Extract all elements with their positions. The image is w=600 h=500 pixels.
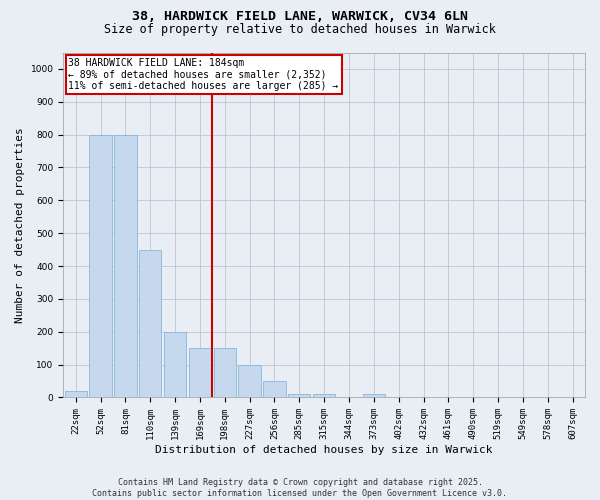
Bar [65, 391, 87, 398]
Bar [362, 394, 385, 398]
Bar [89, 134, 112, 398]
Y-axis label: Number of detached properties: Number of detached properties [15, 127, 25, 323]
Bar [263, 381, 286, 398]
Text: 38 HARDWICK FIELD LANE: 184sqm
← 89% of detached houses are smaller (2,352)
11% : 38 HARDWICK FIELD LANE: 184sqm ← 89% of … [68, 58, 339, 91]
Bar [238, 364, 261, 398]
Text: 38, HARDWICK FIELD LANE, WARWICK, CV34 6LN: 38, HARDWICK FIELD LANE, WARWICK, CV34 6… [132, 10, 468, 23]
X-axis label: Distribution of detached houses by size in Warwick: Distribution of detached houses by size … [155, 445, 493, 455]
Bar [189, 348, 211, 398]
Bar [214, 348, 236, 398]
Bar [164, 332, 186, 398]
Bar [288, 394, 310, 398]
Bar [313, 394, 335, 398]
Bar [139, 250, 161, 398]
Text: Size of property relative to detached houses in Warwick: Size of property relative to detached ho… [104, 22, 496, 36]
Bar [114, 134, 137, 398]
Text: Contains HM Land Registry data © Crown copyright and database right 2025.
Contai: Contains HM Land Registry data © Crown c… [92, 478, 508, 498]
